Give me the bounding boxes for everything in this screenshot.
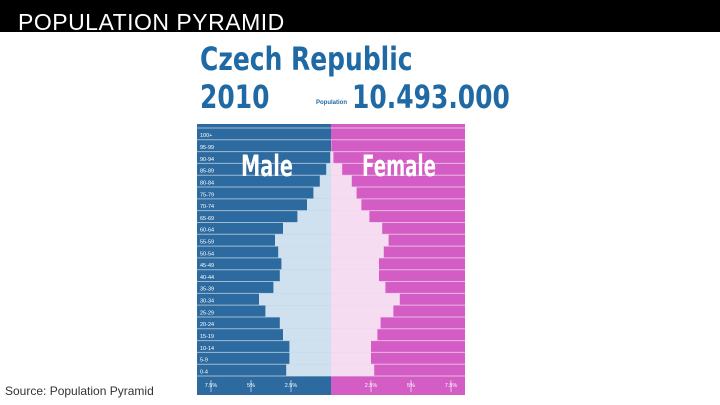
age-label: 35-39: [200, 287, 214, 293]
x-tick-labels: 7.5% 5% 2.5% 2.5% 5% 7.5%: [205, 380, 458, 392]
male-bar: [273, 281, 331, 294]
male-bar: [279, 269, 331, 282]
x-tick-label: 7.5%: [205, 383, 218, 389]
pyramid-bars: [259, 139, 400, 376]
female-bar: [331, 222, 383, 235]
age-label: 85-89: [200, 169, 214, 175]
male-bar: [286, 364, 331, 376]
male-bar: [281, 257, 331, 270]
male-bar: [326, 163, 331, 176]
age-label: 25-29: [200, 310, 214, 316]
x-tick-label: 5%: [247, 383, 255, 389]
age-label: 75-79: [200, 192, 214, 198]
age-label: 80-84: [200, 180, 214, 186]
age-labels: 100+ 95-99 90-94 85-89 80-84 75-79 70-74 65-69 6…: [200, 133, 214, 375]
female-bar: [331, 328, 378, 341]
male-bar: [307, 198, 331, 211]
title-bar: [0, 0, 720, 32]
male-bar: [330, 151, 331, 164]
male-bar: [278, 246, 331, 258]
male-bar: [279, 316, 331, 329]
age-label: 40-44: [200, 275, 214, 281]
female-bar: [331, 246, 384, 258]
x-tick-label: 2.5%: [285, 383, 298, 389]
female-bar: [331, 234, 389, 247]
male-bar: [297, 210, 331, 223]
x-tick-label: 5%: [407, 383, 415, 389]
age-label: 20-24: [200, 322, 214, 328]
female-bar: [331, 281, 386, 294]
male-bar: [283, 222, 331, 235]
female-bar: [331, 151, 334, 164]
age-label: 70-74: [200, 204, 214, 210]
male-bar: [265, 305, 331, 317]
female-bar: [331, 269, 379, 282]
female-bar: [331, 305, 394, 317]
female-label: Female: [362, 149, 436, 183]
source-caption: Source: Population Pyramid: [5, 384, 154, 398]
x-tick-label: 2.5%: [365, 383, 378, 389]
age-label: 60-64: [200, 228, 214, 234]
male-bar: [283, 328, 331, 341]
age-label: 0-4: [200, 369, 208, 375]
female-bar: [331, 210, 370, 223]
chart-year: 2010: [200, 78, 270, 116]
chart-title: Czech Republic: [200, 40, 413, 78]
female-bar: [331, 293, 400, 306]
female-bar: [331, 175, 352, 188]
age-label: 45-49: [200, 263, 214, 269]
female-bar: [331, 187, 357, 199]
population-value: 10.493.000: [352, 78, 510, 116]
age-label: 10-14: [200, 346, 214, 352]
female-bar: [331, 163, 343, 176]
male-bar: [275, 234, 331, 247]
male-label: Male: [241, 149, 293, 183]
female-bar: [331, 364, 375, 376]
female-bar: [331, 340, 371, 353]
female-bar: [331, 198, 362, 211]
age-label: 5-9: [200, 358, 208, 364]
male-bar: [313, 187, 331, 199]
male-bar: [319, 175, 331, 188]
population-label: Population: [316, 100, 347, 106]
age-label: 30-34: [200, 299, 214, 305]
population-pyramid-chart: 100+ 95-99 90-94 85-89 80-84 75-79 70-74 65-69 6…: [197, 124, 465, 395]
male-bar: [289, 352, 331, 365]
female-bar: [331, 257, 379, 270]
male-bar: [259, 293, 331, 306]
age-label: 95-99: [200, 145, 214, 151]
female-bar: [331, 316, 381, 329]
x-tick-label: 7.5%: [445, 383, 458, 389]
age-label: 55-59: [200, 239, 214, 245]
age-label: 50-54: [200, 251, 214, 257]
male-bar: [289, 340, 331, 353]
female-bar: [331, 352, 371, 365]
age-label: 100+: [200, 133, 212, 139]
slide-title: POPULATION PYRAMID: [18, 9, 285, 35]
age-label: 15-19: [200, 334, 214, 340]
age-label: 65-69: [200, 216, 214, 222]
age-label: 90-94: [200, 157, 214, 163]
